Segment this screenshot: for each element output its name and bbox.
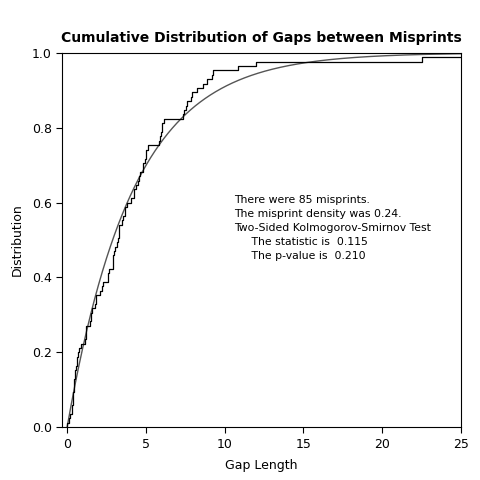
Y-axis label: Distribution: Distribution xyxy=(11,204,24,276)
Title: Cumulative Distribution of Gaps between Misprints: Cumulative Distribution of Gaps between … xyxy=(61,31,462,45)
Text: There were 85 misprints.
The misprint density was 0.24.
Two-Sided Kolmogorov-Smi: There were 85 misprints. The misprint de… xyxy=(234,195,431,261)
X-axis label: Gap Length: Gap Length xyxy=(225,459,298,472)
